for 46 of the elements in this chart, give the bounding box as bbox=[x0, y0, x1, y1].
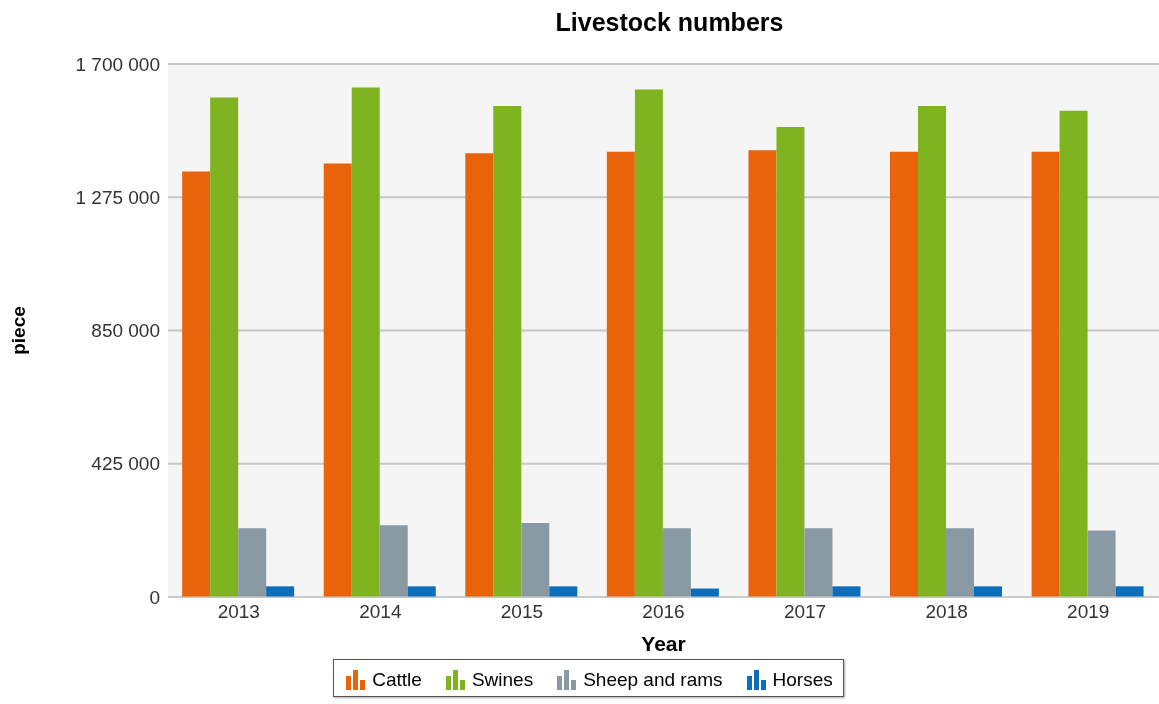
bar bbox=[662, 528, 691, 597]
bar bbox=[407, 586, 436, 597]
x-tick-label: 2018 bbox=[925, 601, 968, 623]
bar bbox=[918, 106, 947, 597]
x-tick-label: 2015 bbox=[500, 601, 544, 623]
bar bbox=[1115, 586, 1144, 597]
bar bbox=[776, 127, 805, 597]
legend-label: Swines bbox=[471, 669, 534, 691]
bar bbox=[266, 586, 295, 597]
y-axis-title: piece bbox=[7, 306, 29, 355]
y-tick-label: 1 700 000 bbox=[75, 53, 160, 75]
y-tick-label: 0 bbox=[149, 586, 160, 608]
bar bbox=[521, 523, 550, 597]
legend-label: Cattle bbox=[372, 669, 422, 691]
x-tick-label: 2016 bbox=[642, 601, 685, 623]
bar bbox=[890, 151, 919, 597]
bar bbox=[634, 89, 663, 597]
x-tick-label: 2019 bbox=[1067, 601, 1110, 623]
bar bbox=[351, 87, 380, 597]
bar bbox=[1087, 530, 1116, 597]
y-tick-label: 425 000 bbox=[91, 453, 160, 475]
bar bbox=[182, 171, 211, 597]
bar bbox=[748, 150, 777, 597]
bar bbox=[1059, 110, 1088, 597]
bar bbox=[379, 525, 408, 597]
bar bbox=[946, 528, 975, 597]
bar bbox=[493, 106, 522, 597]
x-tick-label: 2013 bbox=[217, 601, 260, 623]
legend-label: Horses bbox=[772, 669, 833, 691]
y-tick-label: 850 000 bbox=[91, 320, 160, 342]
bar bbox=[465, 153, 494, 597]
bar bbox=[238, 528, 267, 597]
bar bbox=[549, 586, 578, 597]
legend-label: Sheep and rams bbox=[583, 669, 723, 691]
bar bbox=[1031, 151, 1060, 597]
x-tick-label: 2017 bbox=[783, 601, 827, 623]
x-tick-label: 2014 bbox=[359, 601, 402, 623]
bar bbox=[832, 586, 861, 597]
bar bbox=[974, 586, 1003, 597]
x-axis-title: Year bbox=[641, 632, 686, 655]
bar bbox=[804, 528, 833, 597]
bar bbox=[323, 163, 352, 597]
chart-title: Livestock numbers bbox=[554, 8, 785, 38]
bar bbox=[606, 151, 635, 597]
y-tick-label: 1 275 000 bbox=[75, 186, 160, 208]
bar bbox=[210, 97, 239, 597]
